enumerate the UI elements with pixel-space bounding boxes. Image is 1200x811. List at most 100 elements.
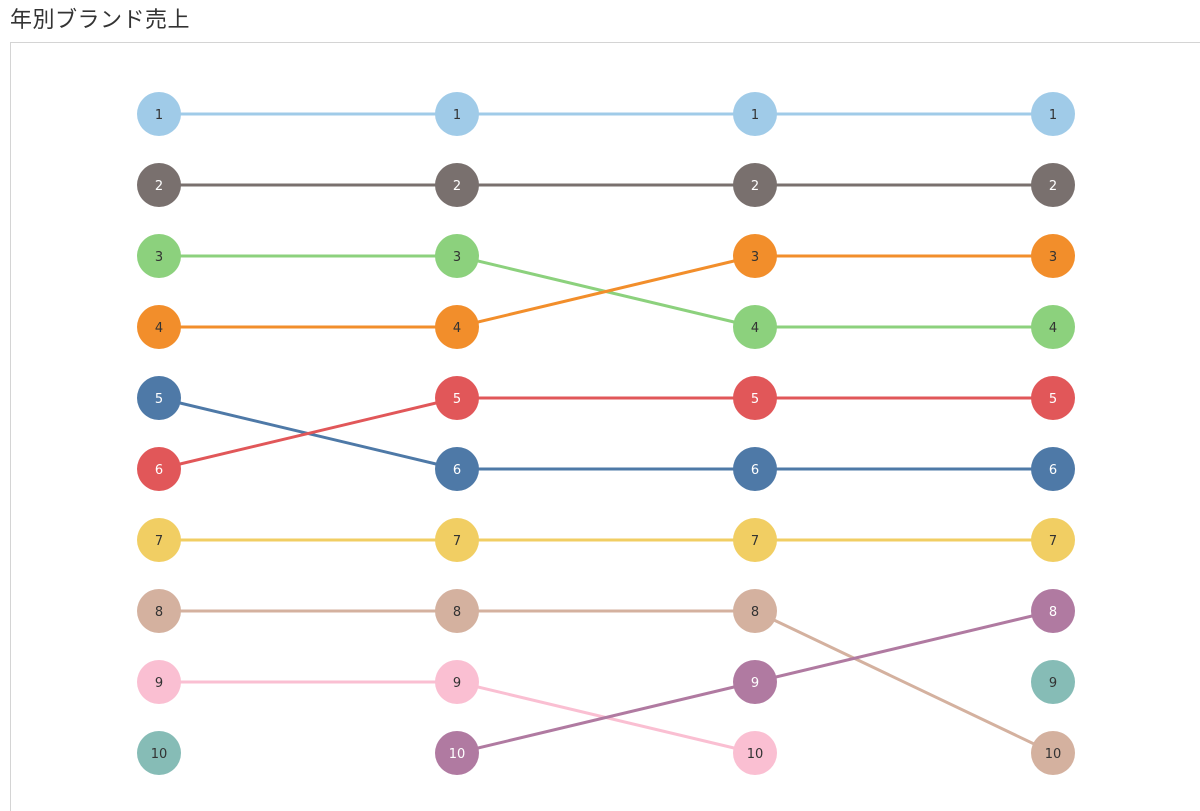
- rank-label: 8: [751, 605, 759, 620]
- rank-node[interactable]: 9: [1031, 660, 1075, 704]
- rank-marker-f-col-3[interactable]: [1031, 376, 1075, 420]
- rank-label: 10: [151, 747, 168, 762]
- rank-node[interactable]: 6: [733, 447, 777, 491]
- rank-node[interactable]: 9: [733, 660, 777, 704]
- rank-marker-i-col-1[interactable]: [435, 660, 479, 704]
- rank-label: 8: [155, 605, 163, 620]
- page-title: 年別ブランド売上: [10, 8, 191, 33]
- rank-node[interactable]: 6: [435, 447, 479, 491]
- rank-marker-k-col-3[interactable]: [1031, 589, 1075, 633]
- rank-marker-d-col-1[interactable]: [435, 305, 479, 349]
- rank-marker-h-col-2[interactable]: [733, 589, 777, 633]
- rank-marker-g-col-2[interactable]: [733, 518, 777, 562]
- rank-label: 9: [1049, 676, 1057, 691]
- rank-node[interactable]: 1: [733, 92, 777, 136]
- rank-node[interactable]: 1: [137, 92, 181, 136]
- rank-marker-e-col-3[interactable]: [1031, 447, 1075, 491]
- rank-node[interactable]: 5: [435, 376, 479, 420]
- rank-node[interactable]: 3: [1031, 234, 1075, 278]
- rank-label: 4: [155, 321, 163, 336]
- rank-node[interactable]: 7: [137, 518, 181, 562]
- rank-node[interactable]: 3: [733, 234, 777, 278]
- rank-label: 8: [453, 605, 461, 620]
- rank-marker-g-col-0[interactable]: [137, 518, 181, 562]
- rank-marker-j-col-0[interactable]: [137, 731, 181, 775]
- rank-node[interactable]: 4: [733, 305, 777, 349]
- rank-node[interactable]: 2: [137, 163, 181, 207]
- rank-node[interactable]: 5: [1031, 376, 1075, 420]
- rank-node[interactable]: 7: [733, 518, 777, 562]
- rank-label: 4: [1049, 321, 1057, 336]
- rank-marker-g-col-1[interactable]: [435, 518, 479, 562]
- rank-node[interactable]: 2: [1031, 163, 1075, 207]
- rank-node[interactable]: 5: [733, 376, 777, 420]
- rank-marker-b-col-2[interactable]: [733, 163, 777, 207]
- rank-marker-h-col-3[interactable]: [1031, 731, 1075, 775]
- rank-node[interactable]: 4: [435, 305, 479, 349]
- rank-node[interactable]: 9: [435, 660, 479, 704]
- rank-marker-f-col-0[interactable]: [137, 447, 181, 491]
- rank-node[interactable]: 10: [733, 731, 777, 775]
- rank-marker-i-col-2[interactable]: [733, 731, 777, 775]
- rank-node[interactable]: 7: [1031, 518, 1075, 562]
- rank-node[interactable]: 8: [1031, 589, 1075, 633]
- chart-area: 1 1 1 1 2 2 2 2 3 3 4 4 4 4 3 3 5 6 6 6 6 5 5 5 7 7 7 7 8 8 8 10 9 9 10 10 9…: [10, 42, 1200, 811]
- rank-label: 5: [453, 392, 461, 407]
- rank-marker-e-col-2[interactable]: [733, 447, 777, 491]
- rank-node[interactable]: 8: [435, 589, 479, 633]
- rank-node[interactable]: 7: [435, 518, 479, 562]
- rank-marker-i-col-0[interactable]: [137, 660, 181, 704]
- rank-marker-h-col-0[interactable]: [137, 589, 181, 633]
- rank-marker-d-col-0[interactable]: [137, 305, 181, 349]
- rank-marker-c-col-1[interactable]: [435, 234, 479, 278]
- rank-marker-j-col-3[interactable]: [1031, 660, 1075, 704]
- rank-node[interactable]: 10: [435, 731, 479, 775]
- rank-node[interactable]: 2: [435, 163, 479, 207]
- rank-node[interactable]: 3: [137, 234, 181, 278]
- rank-node[interactable]: 10: [137, 731, 181, 775]
- rank-node[interactable]: 1: [435, 92, 479, 136]
- rank-marker-h-col-1[interactable]: [435, 589, 479, 633]
- rank-node[interactable]: 8: [733, 589, 777, 633]
- rank-marker-b-col-1[interactable]: [435, 163, 479, 207]
- rank-label: 1: [1049, 108, 1057, 123]
- rank-label: 2: [751, 179, 759, 194]
- rank-marker-k-col-1[interactable]: [435, 731, 479, 775]
- rank-node[interactable]: 1: [1031, 92, 1075, 136]
- rank-marker-a-col-0[interactable]: [137, 92, 181, 136]
- rank-label: 9: [751, 676, 759, 691]
- rank-marker-e-col-0[interactable]: [137, 376, 181, 420]
- lines-layer: [157, 112, 1055, 755]
- rank-marker-c-col-3[interactable]: [1031, 305, 1075, 349]
- rank-marker-f-col-2[interactable]: [733, 376, 777, 420]
- rank-marker-a-col-3[interactable]: [1031, 92, 1075, 136]
- rank-marker-e-col-1[interactable]: [435, 447, 479, 491]
- rank-label: 6: [751, 463, 759, 478]
- rank-marker-f-col-1[interactable]: [435, 376, 479, 420]
- rank-marker-b-col-0[interactable]: [137, 163, 181, 207]
- rank-label: 10: [747, 747, 764, 762]
- rank-marker-k-col-2[interactable]: [733, 660, 777, 704]
- rank-marker-d-col-2[interactable]: [733, 234, 777, 278]
- rank-label: 10: [449, 747, 466, 762]
- rank-node[interactable]: 3: [435, 234, 479, 278]
- rank-node[interactable]: 5: [137, 376, 181, 420]
- rank-marker-c-col-0[interactable]: [137, 234, 181, 278]
- rank-label: 3: [751, 250, 759, 265]
- rank-label: 6: [1049, 463, 1057, 478]
- rank-node[interactable]: 6: [137, 447, 181, 491]
- rank-node[interactable]: 2: [733, 163, 777, 207]
- rank-node[interactable]: 6: [1031, 447, 1075, 491]
- rank-marker-g-col-3[interactable]: [1031, 518, 1075, 562]
- rank-node[interactable]: 8: [137, 589, 181, 633]
- rank-node[interactable]: 4: [137, 305, 181, 349]
- rank-node[interactable]: 10: [1031, 731, 1075, 775]
- rank-label: 7: [453, 534, 461, 549]
- rank-marker-b-col-3[interactable]: [1031, 163, 1075, 207]
- rank-marker-a-col-1[interactable]: [435, 92, 479, 136]
- rank-marker-d-col-3[interactable]: [1031, 234, 1075, 278]
- rank-marker-c-col-2[interactable]: [733, 305, 777, 349]
- rank-node[interactable]: 4: [1031, 305, 1075, 349]
- rank-node[interactable]: 9: [137, 660, 181, 704]
- rank-marker-a-col-2[interactable]: [733, 92, 777, 136]
